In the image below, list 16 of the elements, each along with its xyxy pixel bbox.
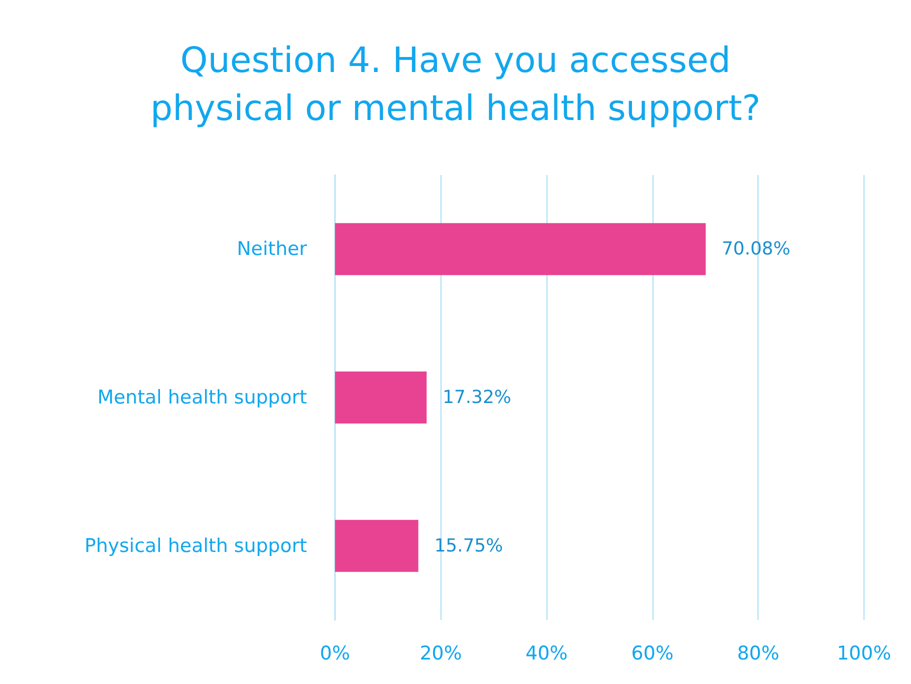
data-label: 17.32% xyxy=(442,387,512,408)
chart-title: Question 4. Have you accessed physical or mental health support? xyxy=(150,41,761,129)
x-tick-label: 0% xyxy=(320,642,350,664)
y-tick-label: Neither xyxy=(236,238,308,260)
data-label: 70.08% xyxy=(722,238,790,260)
bar xyxy=(335,372,427,424)
y-tick-label: Physical health support xyxy=(84,534,307,557)
bar xyxy=(335,223,706,276)
x-tick-label: 100% xyxy=(836,642,892,664)
x-tick-label: 80% xyxy=(737,642,780,664)
data-label: 15.75% xyxy=(434,535,503,556)
bar xyxy=(335,520,418,572)
x-tick-label: 40% xyxy=(525,642,568,664)
y-tick-label: Mental health support xyxy=(97,386,307,408)
x-tick-label: 20% xyxy=(420,642,462,664)
x-tick-label: 60% xyxy=(631,642,674,664)
